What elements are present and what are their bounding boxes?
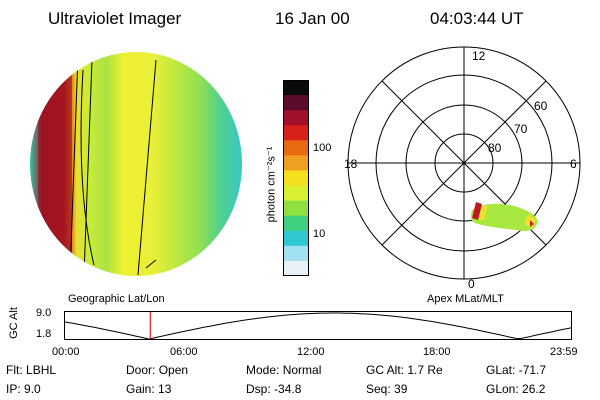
xtick-1200: 12:00 [297, 346, 325, 358]
colorbar-segment [284, 185, 308, 202]
altitude-ytick-top: 9.0 [36, 307, 52, 319]
colorbar-unit-label: photon cm⁻²s⁻¹ [265, 146, 278, 223]
colorbar-segment [284, 230, 308, 247]
colorbar-segment [284, 155, 308, 171]
xtick-1800: 18:00 [423, 346, 451, 358]
info-door: Door: Open [126, 363, 189, 377]
colorbar-segment [284, 245, 308, 262]
lat-label-60: 60 [534, 99, 548, 113]
earth-disk [30, 52, 242, 276]
lat-label-80: 80 [488, 141, 502, 155]
xtick-0600: 06:00 [170, 346, 198, 358]
geographic-image [30, 52, 242, 276]
altitude-ytick-bottom: 1.8 [36, 328, 52, 340]
right-caption: Apex MLat/MLT [427, 293, 504, 305]
xtick-0000: 00:00 [52, 346, 80, 358]
xtick-2359: 23:59 [550, 346, 578, 358]
colorbar-segment [284, 200, 308, 217]
altitude-curve [64, 312, 572, 340]
date-label: 16 Jan 00 [275, 9, 350, 28]
hour-label-0: 0 [468, 277, 475, 291]
hour-label-18: 18 [344, 157, 358, 171]
page-title: Ultraviolet Imager [48, 9, 182, 28]
colorbar-tick-10: 10 [313, 228, 326, 240]
colorbar-segment [284, 215, 308, 232]
colorbar [283, 80, 309, 276]
time-label: 04:03:44 UT [430, 9, 524, 28]
colorbar-frame [283, 80, 309, 276]
colorbar-segment [284, 260, 308, 276]
auroral-oval [470, 202, 538, 231]
altitude-plot [64, 311, 572, 340]
lat-label-70: 70 [514, 122, 528, 136]
colorbar-segment [284, 125, 308, 141]
colorbar-tick-100: 100 [313, 142, 332, 154]
colorbar-segment [284, 80, 308, 96]
info-flt: Flt: LBHL [6, 363, 57, 377]
info-glat: GLat: -71.7 [486, 363, 547, 377]
hour-label-12: 12 [472, 49, 486, 63]
info-mode: Mode: Normal [246, 363, 322, 377]
info-ip: IP: 9.0 [6, 382, 41, 396]
left-caption: Geographic Lat/Lon [68, 293, 165, 305]
altitude-plot-frame [64, 311, 572, 340]
info-glon: GLon: 26.2 [486, 382, 546, 396]
info-gain: Gain: 13 [126, 382, 172, 396]
info-seq: Seq: 39 [366, 382, 408, 396]
altitude-ylabel: GC Alt [8, 307, 20, 339]
colorbar-segment [284, 140, 308, 156]
colorbar-segment [284, 110, 308, 126]
info-dsp: Dsp: -34.8 [246, 382, 302, 396]
info-gc-alt: GC Alt: 1.7 Re [366, 363, 443, 377]
colorbar-segment [284, 170, 308, 187]
polar-plot: 12 18 6 0 60 70 80 [344, 46, 581, 291]
hour-label-6: 6 [570, 157, 577, 171]
colorbar-segment [284, 95, 308, 111]
